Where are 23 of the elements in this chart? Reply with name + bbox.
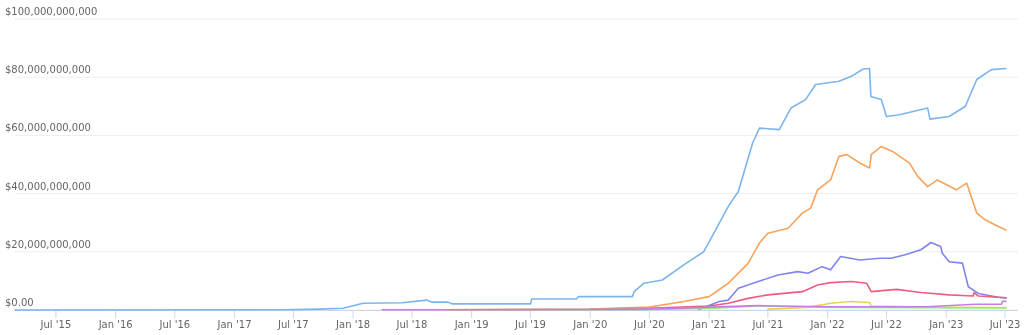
x-tick-label: Jul '23	[988, 319, 1021, 330]
y-tick-label: $60,000,000,000	[5, 122, 91, 134]
x-tick-label: Jul '15	[39, 319, 72, 330]
y-tick-label: $20,000,000,000	[5, 238, 91, 250]
x-tick-label: Jul '17	[277, 319, 309, 330]
x-tick-label: Jul '22	[870, 319, 902, 330]
x-tick-label: Jan '19	[453, 319, 489, 330]
y-tick-label: $0.00	[5, 297, 34, 308]
x-tick-label: Jan '16	[97, 319, 133, 330]
x-tick-label: Jan '17	[216, 319, 252, 330]
x-tick-label: Jul '18	[395, 319, 428, 330]
x-tick-label: Jan '21	[691, 319, 727, 330]
x-tick-label: Jul '19	[514, 319, 546, 330]
y-tick-label: $80,000,000,000	[5, 64, 91, 76]
x-tick-label: Jul '16	[158, 319, 191, 330]
x-tick-label: Jan '20	[572, 319, 608, 330]
x-tick-label: Jul '20	[632, 319, 665, 330]
x-tick-label: Jan '23	[928, 319, 964, 330]
y-tick-label: $100,000,000,000	[5, 6, 98, 17]
x-tick-label: Jan '22	[809, 319, 845, 330]
x-tick-label: Jul '21	[751, 319, 784, 330]
x-tick-label: Jan '18	[335, 319, 371, 330]
y-tick-label: $40,000,000,000	[5, 180, 91, 192]
